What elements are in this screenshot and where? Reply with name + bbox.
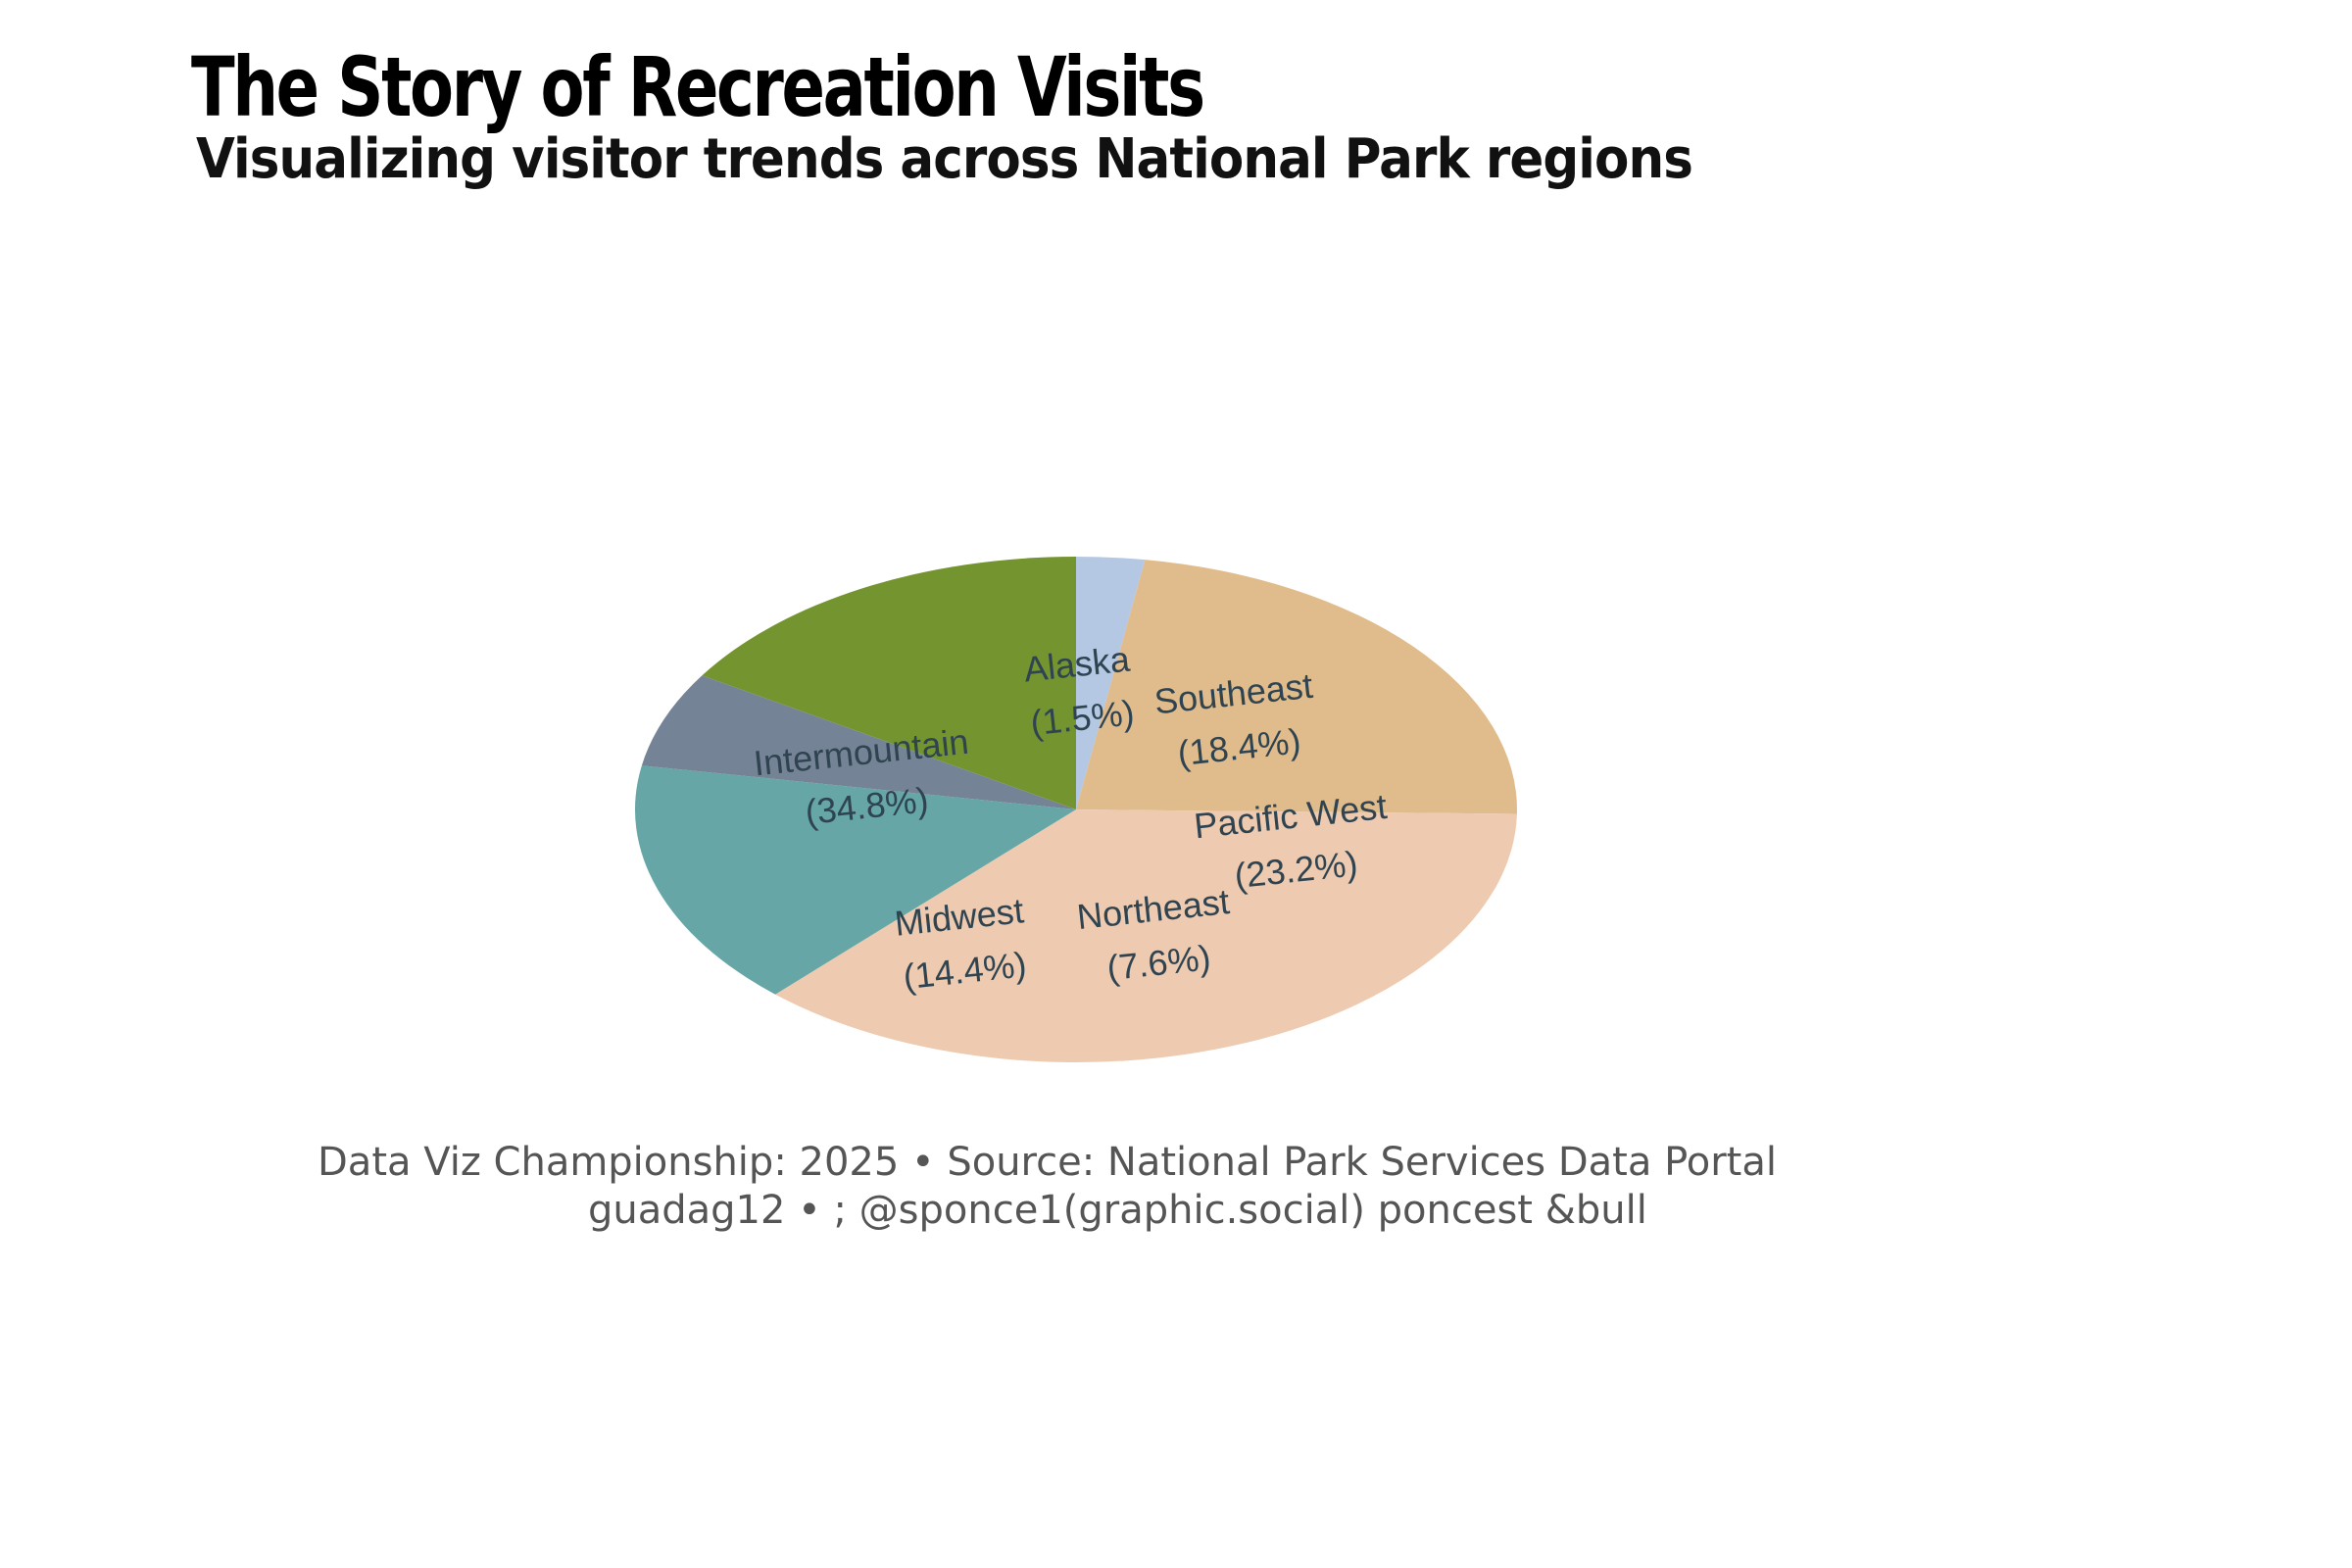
caption-line-1: Data Viz Championship: 2025 • Source: Na… xyxy=(318,1140,1777,1185)
chart-subtitle: Visualizing visitor trends across Nation… xyxy=(196,127,1693,191)
pie-slice-southeast xyxy=(1076,560,1518,814)
pie-slice-midwest xyxy=(634,765,1076,995)
chart-title: The Story of Recreation Visits xyxy=(191,39,1205,135)
caption-source: Data Viz Championship: 2025 • Source: Na… xyxy=(0,1140,2352,1185)
caption-credits: guadag12 • ; @sponce1(graphic.social) po… xyxy=(0,1188,2352,1233)
pie-slices xyxy=(634,557,1518,1063)
slice-label-alaska: Alaska(1.5%) xyxy=(1022,638,1138,743)
caption-line-2: guadag12 • ; @sponce1(graphic.social) po… xyxy=(588,1188,1647,1233)
pie-slice-intermountain xyxy=(641,675,1076,809)
pie-chart: Alaska(1.5%) Southeast(18.4%)Pacific West… xyxy=(634,557,1518,1063)
pie-slice-extra xyxy=(702,557,1076,809)
pie-slice-alaska xyxy=(1076,557,1146,809)
pie-slice-pacific-west-northeast xyxy=(775,809,1517,1063)
